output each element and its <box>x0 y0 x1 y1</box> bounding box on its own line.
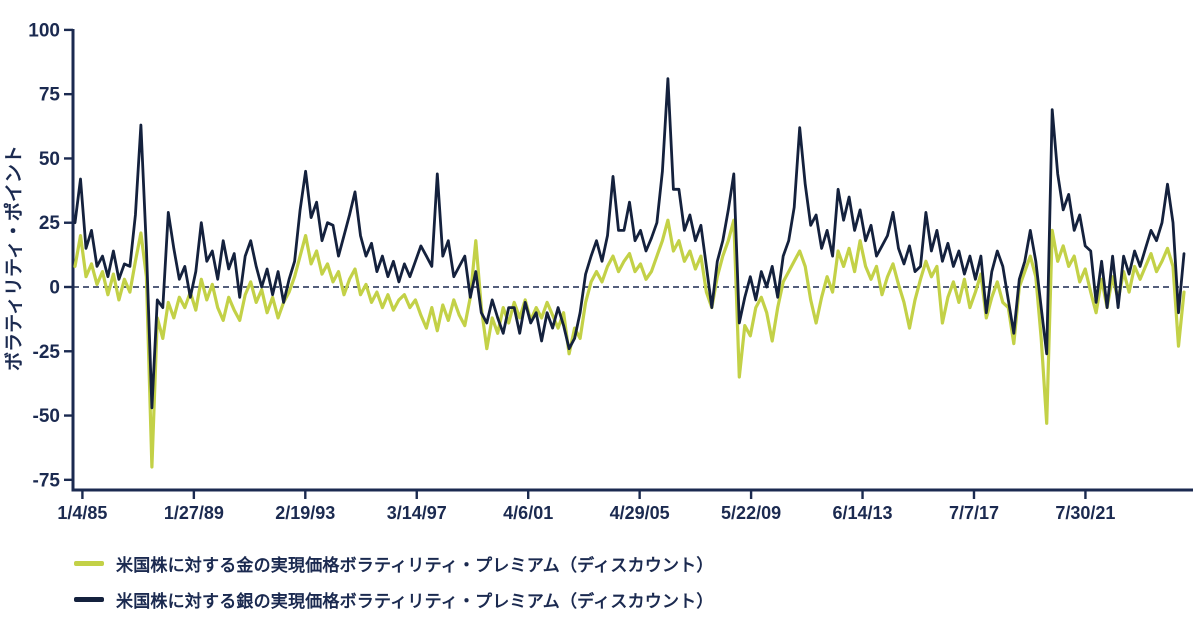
chart-legend: 米国株に対する金の実現価格ボラティリティ・プレミアム（ディスカウント） 米国株に… <box>74 551 714 612</box>
x-tick-label: 7/7/17 <box>949 503 999 523</box>
silver-line-swatch <box>74 597 104 602</box>
legend-item-gold: 米国株に対する金の実現価格ボラティリティ・プレミアム（ディスカウント） <box>74 551 714 576</box>
y-axis-title: ボラティリティ・ポイント <box>2 145 25 371</box>
y-tick-label: -25 <box>33 342 61 363</box>
gold-line-swatch <box>74 561 104 566</box>
y-tick-label: 50 <box>39 149 60 170</box>
y-tick-label: 25 <box>39 213 61 234</box>
y-tick-label: 0 <box>49 278 60 299</box>
x-tick-label: 1/4/85 <box>57 503 107 523</box>
silver-premium-line <box>73 77 1186 410</box>
x-tick-label: 5/22/09 <box>721 503 781 523</box>
x-tick-label: 2/19/93 <box>275 503 335 523</box>
x-tick-label: 7/30/21 <box>1055 503 1115 523</box>
legend-label-silver: 米国株に対する銀の実現価格ボラティリティ・プレミアム（ディスカウント） <box>116 592 714 611</box>
x-tick-label: 3/14/97 <box>387 503 447 523</box>
x-tick-label: 1/27/89 <box>164 503 224 523</box>
y-tick-label: -50 <box>33 406 60 427</box>
gold-premium-line <box>73 218 1186 469</box>
y-tick-label: 75 <box>39 85 61 106</box>
legend-item-silver: 米国株に対する銀の実現価格ボラティリティ・プレミアム（ディスカウント） <box>74 587 714 612</box>
legend-label-gold: 米国株に対する金の実現価格ボラティリティ・プレミアム（ディスカウント） <box>116 556 714 575</box>
y-tick-label: 100 <box>28 20 60 41</box>
x-tick-label: 4/6/01 <box>503 503 553 523</box>
x-tick-label: 6/14/13 <box>833 503 893 523</box>
y-tick-label: -75 <box>33 470 61 491</box>
x-tick-label: 4/29/05 <box>610 503 670 523</box>
